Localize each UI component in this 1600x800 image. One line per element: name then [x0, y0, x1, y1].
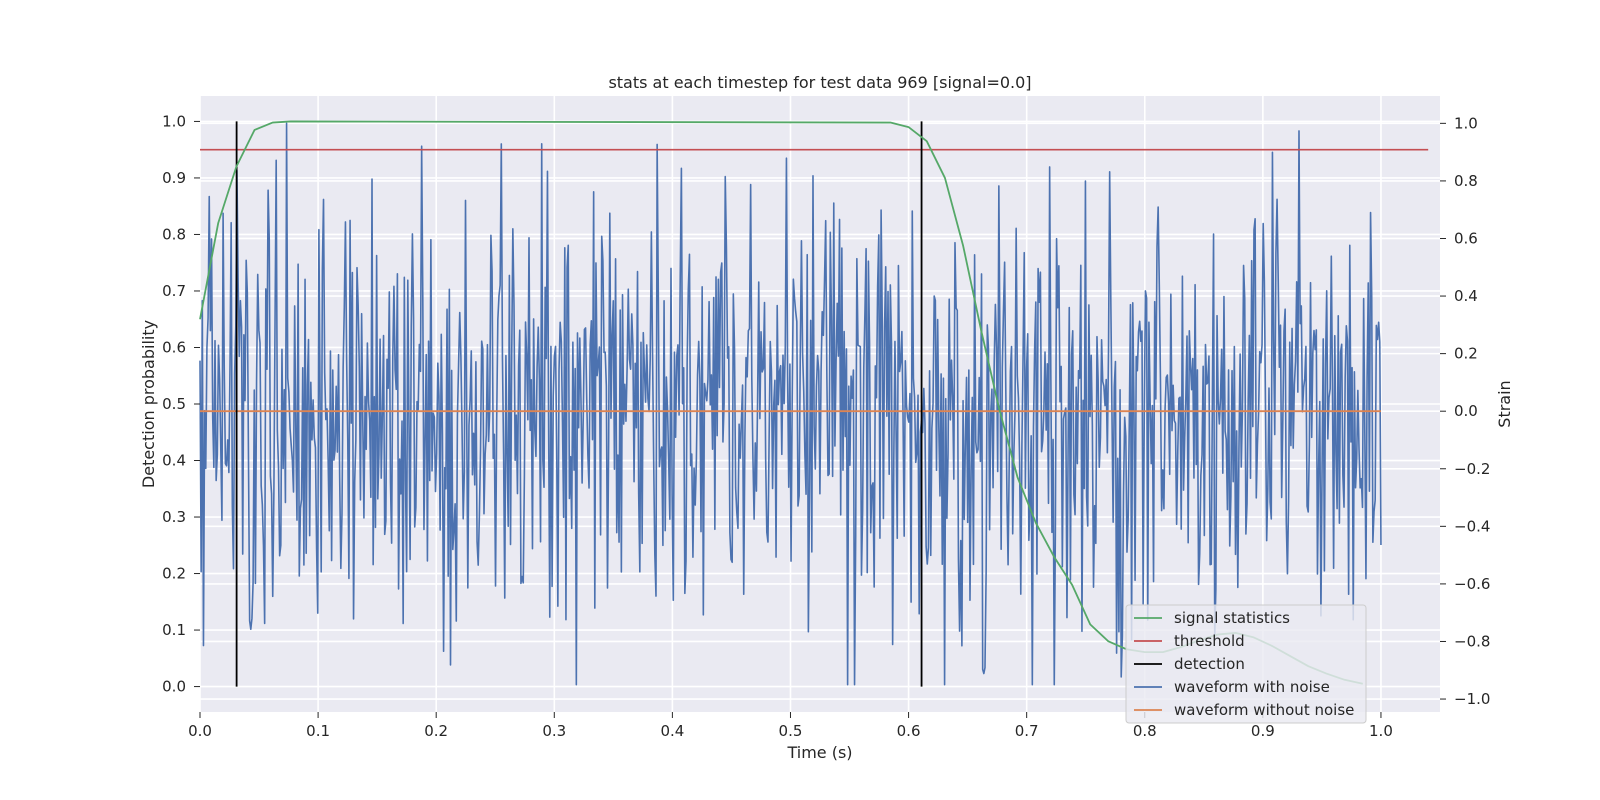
y2-tick-label: 0.2: [1454, 345, 1478, 363]
y-tick-label: 0.0: [162, 678, 186, 696]
y-tick-label: 0.9: [162, 169, 186, 187]
y-tick-label: 0.4: [162, 452, 186, 470]
y2-tick-label: −0.8: [1454, 632, 1490, 650]
legend-label: waveform with noise: [1174, 678, 1330, 696]
y-axis-label: Detection probability: [139, 320, 158, 488]
x-tick-label: 0.6: [897, 722, 921, 740]
x-axis-label: Time (s): [786, 743, 852, 762]
x-tick-label: 0.4: [660, 722, 684, 740]
chart-title: stats at each timestep for test data 969…: [608, 73, 1031, 92]
y2-tick-label: 0.4: [1454, 287, 1478, 305]
y2-tick-label: −0.6: [1454, 575, 1490, 593]
plot-area: [199, 120, 1429, 687]
y-tick-label: 0.6: [162, 338, 186, 356]
y2-tick-label: 1.0: [1454, 114, 1478, 132]
y2-axis-label: Strain: [1495, 380, 1514, 427]
x-tick-label: 1.0: [1369, 722, 1393, 740]
y2-tick-label: 0.0: [1454, 402, 1478, 420]
x-tick-label: 0.3: [542, 722, 566, 740]
y-tick-label: 1.0: [162, 112, 186, 130]
legend: signal statistics threshold detection wavef…: [1125, 604, 1367, 724]
axis-ticks: 0.0 0.1 0.2 0.3 0.4 0.5 0.6 0.7 0.8 0.9 1.0 0.0 0.1 0…: [162, 112, 1490, 740]
y-tick-label: 0.8: [162, 225, 186, 243]
y2-tick-label: −1.0: [1454, 690, 1490, 708]
legend-label: threshold: [1174, 632, 1245, 650]
x-tick-label: 0.9: [1251, 722, 1275, 740]
x-tick-label: 0.0: [188, 722, 212, 740]
y-tick-label: 0.3: [162, 508, 186, 526]
legend-label: waveform without noise: [1174, 701, 1354, 719]
y-tick-label: 0.2: [162, 565, 186, 583]
legend-box: [1125, 604, 1367, 724]
y-tick-label: 0.1: [162, 621, 186, 639]
x-tick-label: 0.1: [306, 722, 330, 740]
x-tick-label: 0.2: [424, 722, 448, 740]
legend-label: signal statistics: [1174, 609, 1290, 627]
y2-tick-label: −0.2: [1454, 460, 1490, 478]
x-tick-label: 0.5: [779, 722, 803, 740]
y-tick-label: 0.5: [162, 395, 186, 413]
y2-tick-label: 0.6: [1454, 229, 1478, 247]
y2-tick-label: −0.4: [1454, 517, 1490, 535]
y2-tick-label: 0.8: [1454, 172, 1478, 190]
y-tick-label: 0.7: [162, 282, 186, 300]
legend-label: detection: [1174, 655, 1245, 673]
waveform-with-noise-line: [199, 122, 1382, 686]
x-tick-label: 0.8: [1133, 722, 1157, 740]
x-tick-label: 0.7: [1015, 722, 1039, 740]
